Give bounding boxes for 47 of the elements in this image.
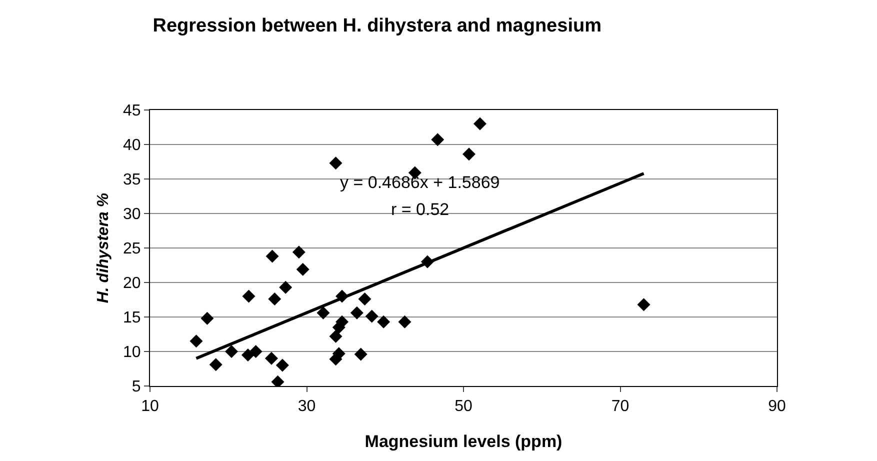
x-tick-label: 30 (298, 398, 316, 416)
chart-title: Regression between H. dihystera and magnesium (152, 16, 602, 37)
point (279, 280, 292, 294)
point (365, 310, 378, 323)
point (377, 315, 390, 328)
x-tick-label: 90 (768, 398, 786, 416)
y-tick-label: 5 (132, 378, 141, 396)
y-tick-label: 40 (123, 137, 141, 154)
point (637, 298, 650, 312)
point (241, 348, 254, 362)
point (242, 290, 256, 303)
point (249, 345, 262, 358)
y-tick-label: 25 (123, 240, 141, 258)
point (296, 262, 310, 276)
point (190, 334, 203, 348)
point (266, 250, 279, 263)
x-tick-label: 50 (454, 398, 472, 416)
point (329, 330, 342, 343)
point (209, 358, 222, 372)
point (329, 156, 342, 170)
point (292, 246, 306, 259)
x-tick-label: 70 (611, 398, 630, 416)
point (354, 348, 368, 361)
point (329, 352, 342, 366)
point (398, 315, 412, 328)
point (200, 312, 214, 325)
point (358, 292, 372, 306)
point (316, 306, 330, 320)
point (264, 352, 278, 365)
point (431, 133, 444, 146)
annotation: y = 0.4686x + 1.5869 (340, 173, 500, 192)
y-tick-label: 20 (123, 275, 141, 292)
point (276, 358, 289, 372)
y-tick-label: 45 (123, 102, 141, 120)
x-axis-title: Magnesium levels (ppm) (364, 432, 562, 451)
y-tick-label: 15 (123, 310, 141, 327)
y-tick-label: 10 (123, 344, 141, 362)
point (350, 306, 364, 320)
point (462, 148, 476, 161)
y-axis-title: H. dihystera % (95, 192, 112, 304)
x-tick-label: 10 (141, 398, 159, 416)
point (473, 117, 486, 130)
y-tick-label: 30 (123, 206, 141, 224)
annotation: r = 0.52 (391, 200, 450, 219)
y-tick-label: 35 (123, 172, 141, 189)
point (268, 292, 282, 306)
point (225, 345, 238, 358)
